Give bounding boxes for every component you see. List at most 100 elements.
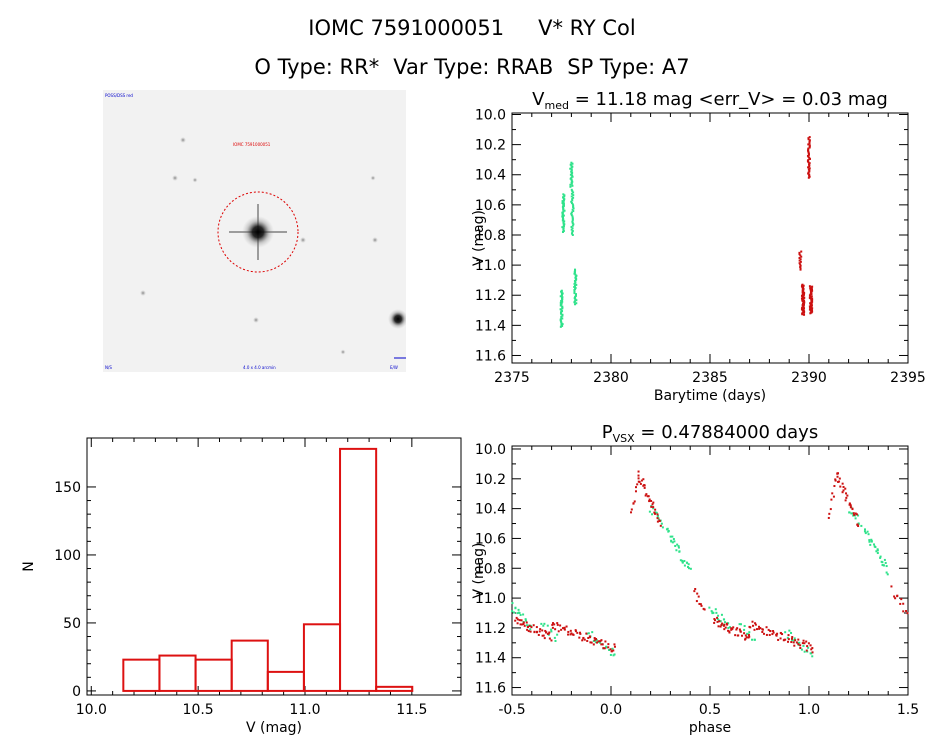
lightcurve-point xyxy=(563,194,566,197)
thumb-label-bottom-center: 4.0 x 4.0 arcmin xyxy=(243,365,276,370)
lightcurve-point xyxy=(810,291,813,294)
phased-point xyxy=(790,631,793,634)
histogram-xtick-label: 11.5 xyxy=(396,702,427,718)
phased-point xyxy=(643,484,646,487)
lightcurve-point xyxy=(802,290,805,293)
phased-point xyxy=(535,630,538,633)
faint-star xyxy=(192,177,198,183)
lightcurve-point xyxy=(573,270,576,273)
phased-point xyxy=(687,566,690,569)
phased-point xyxy=(542,624,545,627)
lightcurve-point xyxy=(800,297,803,300)
histogram-bars xyxy=(122,447,414,692)
phased-point xyxy=(543,637,546,640)
lightcurve-point xyxy=(810,295,813,298)
lightcurve-point xyxy=(807,171,810,174)
phased-point xyxy=(738,623,741,626)
lightcurve-point xyxy=(571,220,574,223)
lightcurve-point xyxy=(801,306,804,309)
phased-point xyxy=(515,616,518,619)
lightcurve-point xyxy=(802,301,805,304)
phased-point xyxy=(749,626,752,629)
phased-point xyxy=(853,514,856,517)
lightcurve-point xyxy=(800,255,803,258)
phased-point xyxy=(593,637,596,640)
thumb-label-bottom-right: E/W xyxy=(390,365,398,370)
phased-point xyxy=(767,628,770,631)
sky-image: POSS/DSS red IOMC 7591000051 N/S 4.0 x 4… xyxy=(103,90,406,372)
lightcurve-point xyxy=(809,306,812,309)
lightcurve-point xyxy=(799,263,802,266)
phased-point xyxy=(855,513,858,516)
lightcurve-frame xyxy=(511,112,909,364)
lightcurve-point xyxy=(570,214,573,217)
phased-point xyxy=(516,622,519,625)
phased-point xyxy=(874,546,877,549)
phased-point xyxy=(667,529,670,532)
lightcurve-point xyxy=(569,185,572,188)
phased-point xyxy=(654,512,657,515)
lightcurve-point xyxy=(803,300,806,303)
phased-point xyxy=(674,544,677,547)
lightcurve-point xyxy=(560,289,563,292)
lightcurve-point xyxy=(561,219,564,222)
phased-point xyxy=(571,633,574,636)
phased-point xyxy=(639,482,642,485)
lightcurve-point xyxy=(573,282,576,285)
phased-point xyxy=(747,633,750,636)
phased-title: PVSX = 0.47884000 days xyxy=(602,422,818,445)
histogram-axes: 10.0 10.5 11.0 11.5 0 50 100 150 V (mag) N xyxy=(21,437,462,736)
phased-point xyxy=(522,621,525,624)
phased-point xyxy=(738,628,741,631)
histogram-bar xyxy=(339,447,378,692)
lightcurve-point xyxy=(571,230,574,233)
lightcurve-point xyxy=(809,295,812,298)
phased-point xyxy=(569,633,572,636)
phased-point xyxy=(594,641,597,644)
phased-point xyxy=(856,523,859,526)
phased-point xyxy=(775,633,778,636)
phased-point xyxy=(787,640,790,643)
faint-star xyxy=(300,237,306,243)
phased-point xyxy=(681,561,684,564)
phased-ytick-label: 10.4 xyxy=(475,502,506,518)
lightcurve-point xyxy=(802,287,805,290)
lightcurve-point xyxy=(801,312,804,315)
phased-point xyxy=(759,627,762,630)
phased-point xyxy=(890,585,893,588)
lightcurve-point xyxy=(811,300,814,303)
lightcurve-point xyxy=(560,309,563,312)
lightcurve-point xyxy=(571,216,574,219)
lightcurve-point xyxy=(572,206,575,209)
phased-point xyxy=(611,647,614,650)
phased-point xyxy=(745,636,748,639)
phased-point xyxy=(811,647,814,650)
lightcurve-point xyxy=(810,311,813,314)
thumb-label-bottom-left: N/S xyxy=(105,365,112,370)
phased-point xyxy=(830,498,833,501)
phased-point xyxy=(553,636,556,639)
phased-point xyxy=(587,632,590,635)
phased-point xyxy=(526,626,529,629)
lightcurve-point xyxy=(562,225,565,228)
lightcurve-point xyxy=(570,202,573,205)
phased-point xyxy=(655,511,658,514)
phased-point xyxy=(554,639,557,642)
lightcurve-point xyxy=(798,259,801,262)
phased-point xyxy=(711,612,714,615)
lightcurve-point xyxy=(802,308,805,311)
phased-point xyxy=(784,638,787,641)
phased-point xyxy=(828,512,831,515)
phased-point xyxy=(884,561,887,564)
phased-point xyxy=(852,512,855,515)
phased-point xyxy=(836,475,839,478)
lightcurve-point xyxy=(811,285,814,288)
phased-point xyxy=(902,602,905,605)
phased-point xyxy=(727,626,730,629)
phased-point xyxy=(834,479,837,482)
phased-point xyxy=(717,625,720,628)
lightcurve-point xyxy=(573,292,576,295)
lightcurve-point xyxy=(559,303,562,306)
lightcurve-point xyxy=(560,321,563,324)
lightcurve-point xyxy=(800,250,803,253)
